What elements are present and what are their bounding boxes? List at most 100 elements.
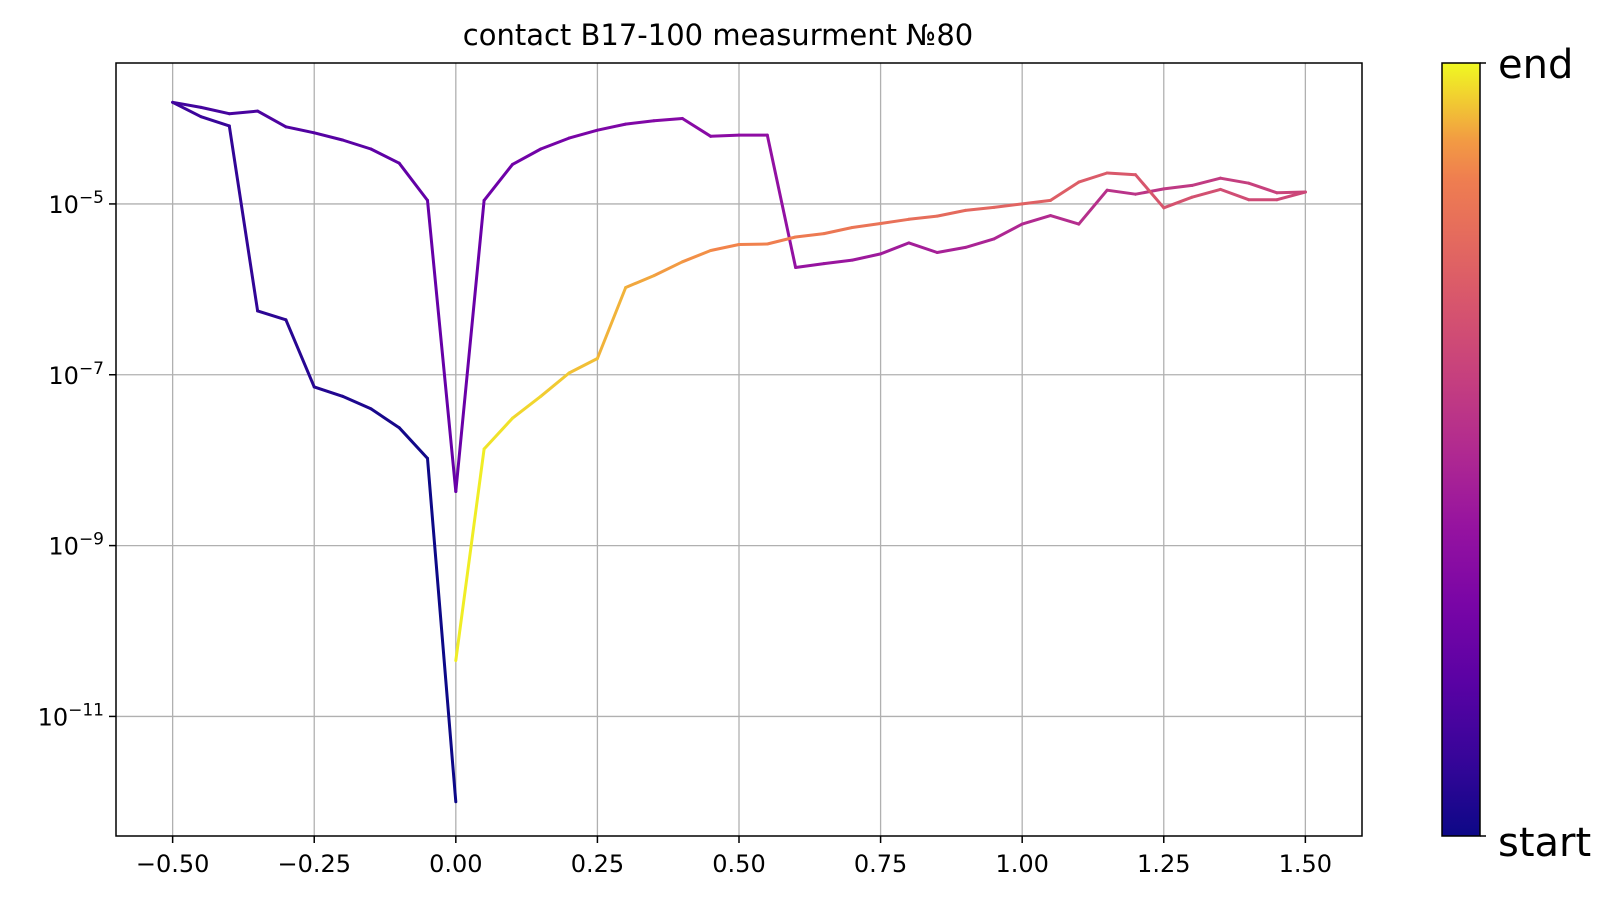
- series-segment: [1162, 183, 1194, 191]
- grid: [116, 63, 1362, 836]
- series-segment: [595, 286, 628, 360]
- y-axis: 10−5 10−7 10−9 10−11: [38, 188, 116, 731]
- series-segment: [822, 258, 854, 266]
- y-tick-label: 10−5: [48, 188, 104, 219]
- series-segment: [1134, 173, 1166, 210]
- series-segment: [737, 242, 769, 246]
- x-tick-label: 1.00: [995, 850, 1048, 878]
- series-segment: [341, 394, 373, 411]
- series-segment: [1077, 188, 1109, 226]
- series-segment: [935, 208, 967, 218]
- series-segment: [454, 198, 486, 493]
- series-segment: [171, 100, 203, 119]
- series-segment: [652, 260, 684, 278]
- series-segment: [992, 202, 1024, 209]
- series-segment: [935, 245, 967, 254]
- series-segment: [1105, 171, 1137, 177]
- series-segment: [284, 318, 316, 389]
- series-segment: [1218, 176, 1251, 185]
- series-segment: [1218, 187, 1251, 202]
- series-segment: [850, 252, 883, 262]
- colorbar-label-end: end: [1498, 42, 1573, 88]
- series-segment: [397, 161, 429, 202]
- series-segment: [709, 133, 741, 138]
- series-segment: [227, 109, 260, 116]
- x-axis: −0.50 −0.25 0.00 0.25 0.50 0.75 1.00 1.25 1.50: [136, 836, 1332, 878]
- series-segment: [256, 309, 288, 322]
- series-segment: [369, 407, 401, 430]
- y-tick-label: 10−11: [38, 700, 104, 731]
- series-segment: [312, 385, 344, 398]
- series-segment: [199, 115, 231, 128]
- x-tick-label: 0.00: [429, 850, 482, 878]
- series-segment: [822, 226, 854, 236]
- series-segment: [567, 128, 599, 140]
- series-segment: [426, 198, 458, 493]
- series-segment: [1105, 188, 1137, 196]
- series-segment: [1020, 214, 1052, 226]
- series-segment: [794, 232, 826, 239]
- y-tick-label: 10−9: [48, 530, 104, 561]
- series-segment: [539, 136, 571, 151]
- x-tick-label: 1.50: [1279, 850, 1332, 878]
- series-segment: [1049, 180, 1081, 202]
- series-segment: [312, 131, 344, 142]
- series-segment: [482, 162, 514, 202]
- x-tick-label: −0.50: [136, 850, 210, 878]
- series-segment: [1190, 176, 1222, 187]
- series-segment: [709, 243, 741, 252]
- series-segment: [454, 447, 486, 663]
- x-tick-label: 1.25: [1137, 850, 1190, 878]
- series-segment: [284, 125, 316, 135]
- colorbar-gradient: [1441, 62, 1481, 837]
- series-segment: [992, 222, 1024, 241]
- series-segment: [1275, 190, 1307, 202]
- colorbar-label-start: start: [1498, 820, 1591, 866]
- series-segment: [511, 147, 543, 166]
- chart-title: contact B17-100 measurment №80: [463, 18, 973, 52]
- series-segment: [964, 205, 996, 212]
- series-segment: [369, 147, 401, 165]
- x-tick-label: −0.25: [277, 850, 351, 878]
- series-segment: [879, 241, 911, 256]
- series-segment: [1049, 214, 1081, 226]
- series-segment: [341, 138, 373, 151]
- series-segment: [1077, 171, 1109, 184]
- series-segment: [199, 105, 231, 116]
- y-tick-label: 10−7: [48, 359, 104, 390]
- series-segment: [227, 124, 260, 313]
- series-segment: [1020, 198, 1052, 206]
- series-segment: [426, 456, 458, 804]
- series-segment: [511, 394, 543, 420]
- x-tick-label: 0.50: [712, 850, 765, 878]
- series-segment: [652, 117, 684, 123]
- series-segment: [765, 133, 798, 269]
- series-segment: [171, 100, 203, 109]
- series-segment: [907, 214, 939, 221]
- series-segment: [879, 217, 911, 225]
- series-segment: [850, 222, 883, 229]
- series-segment: [256, 109, 288, 129]
- series-segment: [1162, 195, 1194, 210]
- series-segment: [567, 357, 599, 375]
- x-tick-label: 0.75: [854, 850, 907, 878]
- series-segment: [1247, 181, 1279, 195]
- series-segment: [765, 235, 798, 246]
- series-segment: [680, 117, 713, 138]
- series-segment: [595, 122, 628, 132]
- series-segment: [539, 371, 571, 398]
- x-tick-label: 0.25: [571, 850, 624, 878]
- series-segment: [794, 262, 826, 269]
- data-series: [171, 100, 1307, 804]
- series-segment: [482, 416, 514, 451]
- colorbar: end start: [1441, 42, 1591, 866]
- series-segment: [964, 237, 996, 249]
- series-segment: [397, 426, 429, 460]
- series-segment: [624, 274, 656, 289]
- series-segment: [907, 241, 939, 254]
- series-segment: [624, 119, 656, 126]
- series-segment: [1190, 187, 1222, 199]
- series-segment: [680, 249, 713, 264]
